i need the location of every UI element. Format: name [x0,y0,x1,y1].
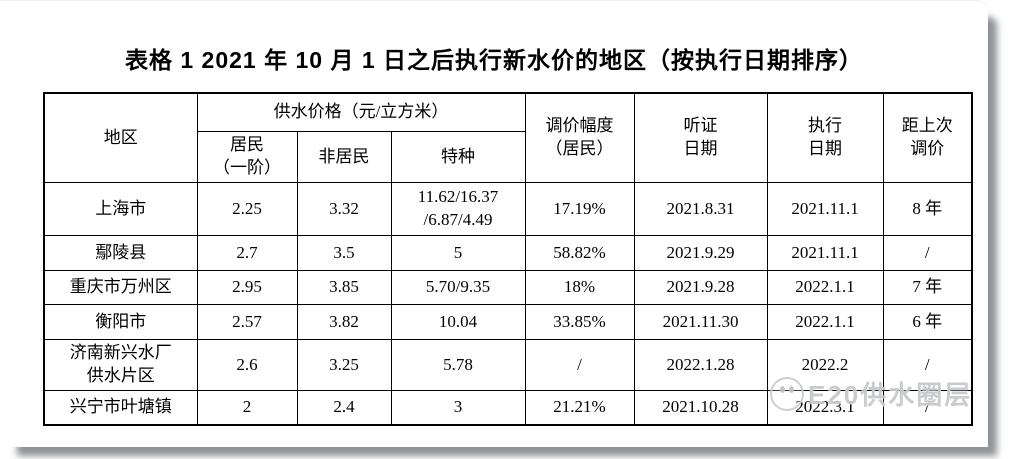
table-row: 兴宁市叶塘镇 2 2.4 3 21.21% 2021.10.28 2022.3.… [43,390,973,426]
cell-adjustment: 58.82% [524,235,635,271]
cell-special-price: 5.70/9.35 [390,270,526,305]
cell-adjustment: 18% [524,270,635,305]
header-row-top: 地区 供水价格（元/立方米） 调价幅度 （居民） 听证 日期 执行 日期 距上次… [43,92,973,183]
cell-special-price: 5.78 [390,339,526,391]
cell-since-last: / [882,390,973,426]
table-row: 上海市 2.25 3.32 11.62/16.37 /6.87/4.49 17.… [43,182,973,236]
cell-resident-price: 2.7 [196,235,298,271]
cell-special-price: 10.04 [390,304,526,340]
header-price-group: 供水价格（元/立方米） [196,92,526,132]
cell-hearing-date: 2021.9.29 [633,235,768,271]
cell-since-last: 8 年 [882,182,973,236]
cell-non-resident-price: 3.25 [296,339,392,391]
cell-effective-date: 2022.3.1 [766,390,884,426]
table-row: 衡阳市 2.57 3.82 10.04 33.85% 2021.11.30 20… [43,304,973,340]
cell-adjustment: 33.85% [524,304,635,340]
cell-hearing-date: 2021.9.28 [633,270,768,305]
cell-region: 兴宁市叶塘镇 [43,390,198,426]
cell-region: 重庆市万州区 [43,270,198,305]
table-row: 鄢陵县 2.7 3.5 5 58.82% 2021.9.29 2021.11.1… [43,235,973,271]
cell-adjustment: / [524,339,635,391]
cell-effective-date: 2022.1.1 [766,304,884,340]
cell-special-price: 5 [390,235,526,271]
cell-hearing-date: 2021.11.30 [633,304,768,340]
table-row: 济南新兴水厂 供水片区 2.6 3.25 5.78 / 2022.1.28 20… [43,339,973,391]
cell-resident-price: 2.57 [196,304,298,340]
cell-non-resident-price: 3.32 [296,182,392,236]
cell-non-resident-price: 3.5 [296,235,392,271]
cell-effective-date: 2021.11.1 [766,235,884,271]
cell-since-last: / [882,235,973,271]
cell-adjustment: 17.19% [524,182,635,236]
header-hearing-date: 听证 日期 [633,92,768,183]
cell-region: 鄢陵县 [43,235,198,271]
document-page: 表格 1 2021 年 10 月 1 日之后执行新水价的地区（按执行日期排序） … [0,0,988,426]
cell-effective-date: 2021.11.1 [766,182,884,236]
header-row-sub: 居民 （一阶） 非居民 特种 [44,131,972,183]
header-special: 特种 [390,131,526,183]
water-price-table: 地区 供水价格（元/立方米） 调价幅度 （居民） 听证 日期 执行 日期 距上次… [43,92,974,426]
cell-resident-price: 2.95 [196,270,298,305]
header-non-resident: 非居民 [296,131,392,183]
header-resident: 居民 （一阶） [196,131,298,183]
cell-non-resident-price: 2.4 [296,390,392,426]
cell-region: 济南新兴水厂 供水片区 [43,339,198,391]
cell-since-last: 6 年 [882,304,973,340]
cell-region: 上海市 [43,182,198,236]
cell-hearing-date: 2021.10.28 [633,390,768,426]
cell-non-resident-price: 3.85 [296,270,392,305]
cell-resident-price: 2 [196,390,298,426]
cell-resident-price: 2.25 [196,182,298,236]
cell-special-price: 11.62/16.37 /6.87/4.49 [390,182,526,236]
cell-effective-date: 2022.2 [766,339,884,391]
header-since-last: 距上次 调价 [882,92,973,183]
cell-adjustment: 21.21% [524,390,635,426]
cell-effective-date: 2022.1.1 [766,270,884,305]
cell-since-last: 7 年 [882,270,973,305]
table-title: 表格 1 2021 年 10 月 1 日之后执行新水价的地区（按执行日期排序） [124,47,864,73]
cell-region: 衡阳市 [43,304,198,340]
header-adjustment: 调价幅度 （居民） [524,92,635,183]
cell-hearing-date: 2021.8.31 [633,182,768,236]
cell-hearing-date: 2022.1.28 [633,339,768,391]
header-effective-date: 执行 日期 [766,92,884,183]
header-region: 地区 [43,92,198,183]
table-row: 重庆市万州区 2.95 3.85 5.70/9.35 18% 2021.9.28… [43,270,973,305]
cell-resident-price: 2.6 [196,339,298,391]
cell-since-last: / [882,339,973,391]
cell-special-price: 3 [390,390,526,426]
cell-non-resident-price: 3.82 [296,304,392,340]
